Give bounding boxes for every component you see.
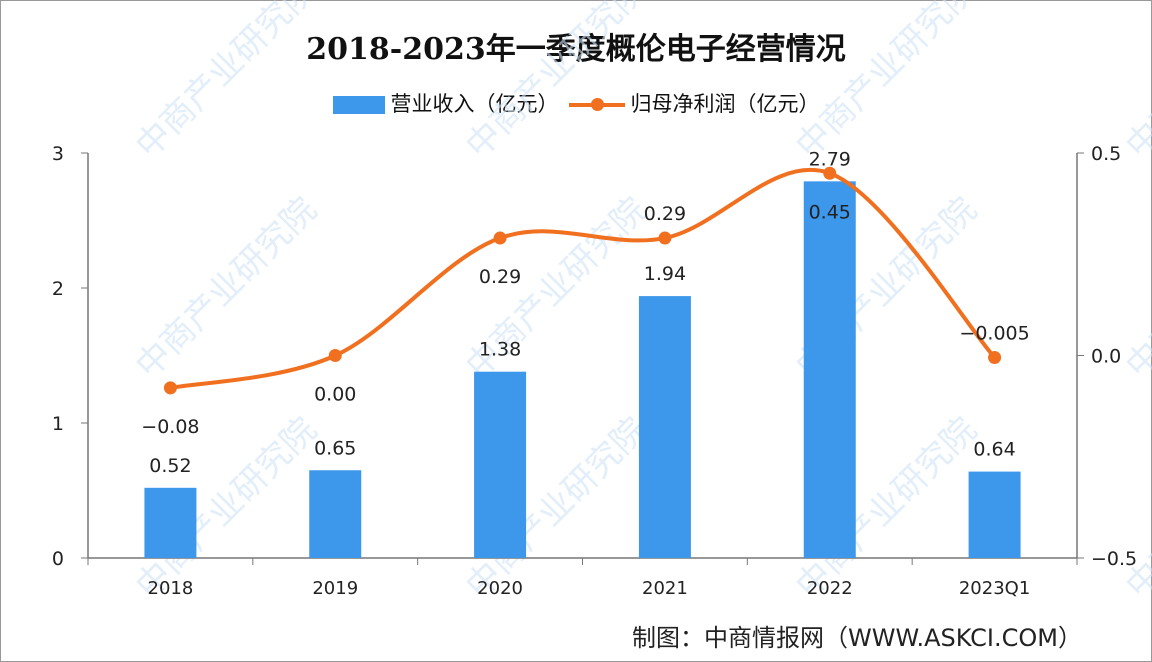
legend-label-revenue: 营业收入（亿元） <box>390 92 559 116</box>
watermark-text: 中商产业研究院 <box>788 0 985 166</box>
line-data-label: 0.00 <box>314 384 356 406</box>
y-left-tick-label: 2 <box>52 278 64 300</box>
line-data-label: 0.45 <box>809 201 851 223</box>
y-right-tick-label: 0.5 <box>1091 143 1121 165</box>
line-data-label: 0.29 <box>644 203 686 225</box>
watermark-text: 中商产业研究院 <box>1118 410 1152 607</box>
line-profit <box>170 167 997 390</box>
y-right-tick-label: −0.5 <box>1091 548 1137 570</box>
y-right-tick-label: 0.0 <box>1091 346 1121 368</box>
line-point-profit <box>493 231 507 245</box>
y-left-tick-label: 3 <box>52 143 64 165</box>
legend-item-profit: 归母净利润（亿元） <box>568 88 820 118</box>
x-tick-label: 2022 <box>807 578 853 599</box>
bar-data-label: 0.64 <box>973 439 1015 461</box>
chart-source: 制图：中商情报网（WWW.ASKCI.COM） <box>632 624 1082 652</box>
line-data-label: −0.005 <box>959 323 1029 345</box>
bar-revenue <box>968 471 1021 558</box>
line-point-profit <box>328 349 342 362</box>
bar-revenue <box>309 470 362 558</box>
watermark-text: 中商产业研究院 <box>128 0 325 166</box>
watermark-text: 中商产业研究院 <box>128 190 325 387</box>
bar-data-label: 0.52 <box>149 455 191 477</box>
line-point-profit <box>658 231 672 245</box>
legend: 营业收入（亿元） 归母净利润（亿元） <box>0 88 1152 118</box>
legend-swatch-line <box>568 98 625 111</box>
bar-revenue <box>638 296 691 558</box>
watermark-text: 中商产业研究院 <box>458 0 655 166</box>
bar-data-label: 1.94 <box>644 263 686 285</box>
line-data-label: 0.29 <box>479 266 521 288</box>
bar-revenue <box>474 371 527 558</box>
line-data-label: −0.08 <box>141 416 199 438</box>
line-point-profit <box>823 166 837 180</box>
x-tick-label: 2019 <box>312 578 358 599</box>
bar-data-label: 0.65 <box>314 437 356 459</box>
watermark-text: 中商产业研究院 <box>1118 0 1152 166</box>
chart-title: 2018-2023年一季度概伦电子经营情况 <box>306 32 846 67</box>
bar-revenue <box>144 487 197 558</box>
x-tick-label: 2021 <box>642 578 688 599</box>
legend-label-profit: 归母净利润（亿元） <box>630 92 820 116</box>
x-tick-label: 2020 <box>477 578 523 599</box>
x-tick-label: 2023Q1 <box>959 578 1030 599</box>
y-left-tick-label: 1 <box>52 413 64 435</box>
bar-data-label: 1.38 <box>479 339 521 361</box>
legend-item-revenue: 营业收入（亿元） <box>332 88 559 118</box>
line-point-profit <box>988 351 1002 365</box>
bar-revenue <box>803 181 856 558</box>
legend-swatch-bar <box>332 96 385 114</box>
y-left-tick-label: 0 <box>52 548 64 570</box>
bar-data-label: 2.79 <box>809 148 851 170</box>
line-point-profit <box>163 381 177 395</box>
x-tick-label: 2018 <box>148 578 194 599</box>
watermark-text: 中商产业研究院 <box>1118 190 1152 387</box>
